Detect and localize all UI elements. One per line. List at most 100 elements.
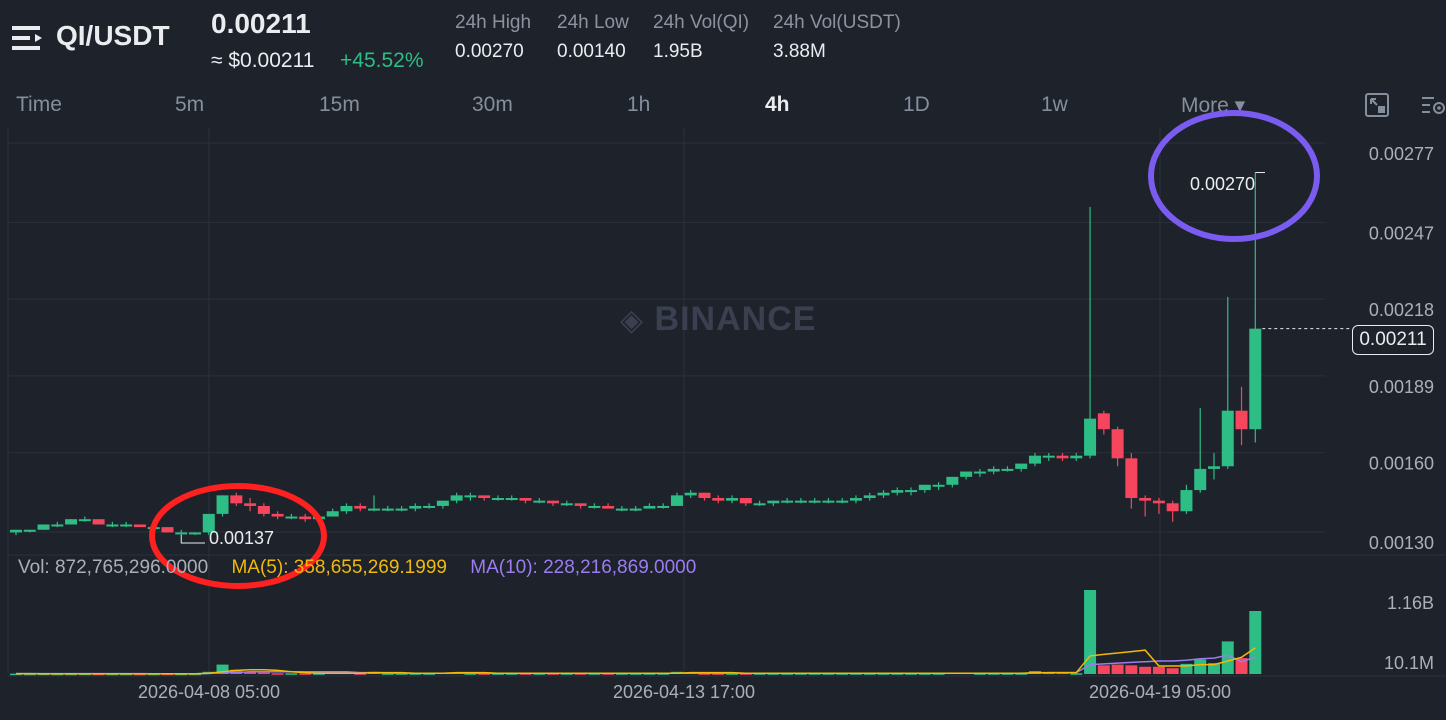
candle-62 bbox=[863, 492, 876, 501]
tab-1w[interactable]: 1w bbox=[1041, 93, 1068, 116]
candle-77 bbox=[1070, 453, 1083, 461]
candle-7 bbox=[106, 521, 119, 528]
time-tick-1: 2026-04-13 17:00 bbox=[613, 682, 755, 702]
candle-70 bbox=[973, 468, 986, 477]
candle-60 bbox=[836, 498, 849, 504]
candle-31 bbox=[436, 500, 449, 509]
highlight-circle-low bbox=[149, 483, 327, 589]
candle-34 bbox=[478, 495, 491, 501]
tab-time[interactable]: Time bbox=[16, 93, 62, 116]
volume-bar-19 bbox=[271, 673, 284, 675]
price-tick-3: 0.00189 bbox=[1369, 377, 1434, 397]
candle-37 bbox=[519, 498, 532, 504]
candle-48 bbox=[670, 492, 683, 506]
candle-15 bbox=[216, 495, 229, 517]
candle-79 bbox=[1097, 410, 1110, 435]
ma5-line bbox=[16, 647, 1256, 675]
candle-80 bbox=[1111, 426, 1124, 467]
candle-51 bbox=[712, 495, 725, 504]
volume-ma10: MA(10): 228,216,869.0000 bbox=[470, 557, 697, 578]
candle-63 bbox=[877, 490, 890, 499]
tab-5m[interactable]: 5m bbox=[175, 93, 205, 116]
candle-57 bbox=[794, 498, 807, 504]
volume-bar-77 bbox=[1070, 673, 1083, 675]
candle-44 bbox=[615, 505, 628, 512]
candle-17 bbox=[244, 498, 257, 512]
candle-82 bbox=[1139, 495, 1152, 517]
candle-73 bbox=[1015, 463, 1028, 472]
candle-54 bbox=[753, 500, 766, 506]
candle-41 bbox=[574, 503, 587, 509]
candle-1 bbox=[23, 529, 36, 533]
last-price: 0.00211 bbox=[211, 8, 311, 39]
time-axis: 2026-04-08 05:00 2026-04-13 17:00 2026-04-… bbox=[138, 682, 1231, 702]
volume-bar-90 bbox=[1249, 611, 1262, 674]
candle-35 bbox=[491, 495, 504, 501]
candle-16 bbox=[230, 492, 243, 506]
candle-5 bbox=[78, 516, 91, 522]
chart-settings-icon[interactable] bbox=[1420, 92, 1446, 120]
menu-icon[interactable] bbox=[12, 24, 44, 52]
trading-pair[interactable]: QI/USDT bbox=[56, 20, 170, 51]
candle-65 bbox=[905, 487, 918, 496]
tab-15m[interactable]: 15m bbox=[319, 93, 360, 116]
ticker-header: QI/USDT 0.00211 ≈ $0.00211 +45.52% 24h H… bbox=[0, 0, 1446, 82]
candle-11 bbox=[161, 527, 174, 533]
stat-label-vol-qi: 24h Vol(QI) bbox=[653, 12, 750, 33]
chart-annotations bbox=[149, 110, 1350, 589]
candle-9 bbox=[133, 524, 146, 528]
candle-3 bbox=[51, 521, 64, 528]
candle-61 bbox=[849, 495, 862, 504]
stat-value-vol-usdt: 3.88M bbox=[773, 41, 826, 62]
candle-23 bbox=[326, 508, 339, 517]
tab-1h[interactable]: 1h bbox=[627, 93, 651, 116]
candle-45 bbox=[629, 505, 642, 512]
volume-bar-1 bbox=[23, 673, 36, 676]
volume-bar-84 bbox=[1166, 668, 1179, 674]
tab-4h[interactable]: 4h bbox=[765, 93, 790, 116]
price-tick-2: 0.00218 bbox=[1369, 300, 1434, 320]
candle-30 bbox=[423, 503, 436, 509]
candle-81 bbox=[1125, 453, 1138, 509]
candle-19 bbox=[271, 511, 284, 520]
ma10-line bbox=[16, 654, 1256, 675]
candle-4 bbox=[65, 519, 78, 525]
tab-1d[interactable]: 1D bbox=[903, 93, 930, 116]
candle-76 bbox=[1056, 453, 1069, 461]
interval-tabs: Time 5m 15m 30m 1h 4h 1D 1w More ▾ bbox=[0, 88, 1446, 122]
candle-12 bbox=[175, 529, 188, 536]
volume-bar-7 bbox=[106, 673, 119, 676]
candle-85 bbox=[1180, 484, 1193, 514]
candle-89 bbox=[1235, 386, 1248, 446]
candle-36 bbox=[505, 495, 518, 501]
price-change: +45.52% bbox=[340, 49, 424, 72]
candle-90 bbox=[1249, 172, 1262, 443]
candle-6 bbox=[92, 519, 105, 525]
volume-bar-15 bbox=[216, 664, 229, 674]
volume-bar-3 bbox=[51, 673, 64, 676]
candle-59 bbox=[822, 498, 835, 504]
price-tick-1: 0.00247 bbox=[1369, 223, 1434, 243]
time-tick-2: 2026-04-19 05:00 bbox=[1089, 682, 1231, 702]
low-price-label: 0.00137 bbox=[209, 528, 275, 548]
candle-74 bbox=[1028, 453, 1041, 467]
tab-30m[interactable]: 30m bbox=[472, 93, 513, 116]
volume-bar-16 bbox=[230, 669, 243, 674]
stat-value-low: 0.00140 bbox=[557, 41, 626, 62]
volume-ma5: MA(5): 358,655,269.1999 bbox=[231, 557, 447, 578]
candle-2 bbox=[37, 524, 50, 530]
candle-83 bbox=[1152, 498, 1165, 514]
candle-14 bbox=[202, 513, 215, 536]
candle-24 bbox=[340, 503, 353, 514]
highlight-circle-high bbox=[1148, 110, 1320, 242]
candle-72 bbox=[1001, 466, 1014, 472]
volume-bar-88 bbox=[1221, 641, 1234, 674]
volume-bar-79 bbox=[1097, 665, 1110, 674]
volume-value: Vol: 872,765,296.0000 bbox=[18, 557, 209, 578]
volume-bars bbox=[10, 590, 1262, 676]
fullscreen-icon[interactable] bbox=[1364, 92, 1392, 120]
volume-tick-1: 10.1M bbox=[1384, 653, 1434, 673]
volume-bar-18 bbox=[257, 672, 270, 675]
volume-ma-lines bbox=[16, 647, 1256, 675]
